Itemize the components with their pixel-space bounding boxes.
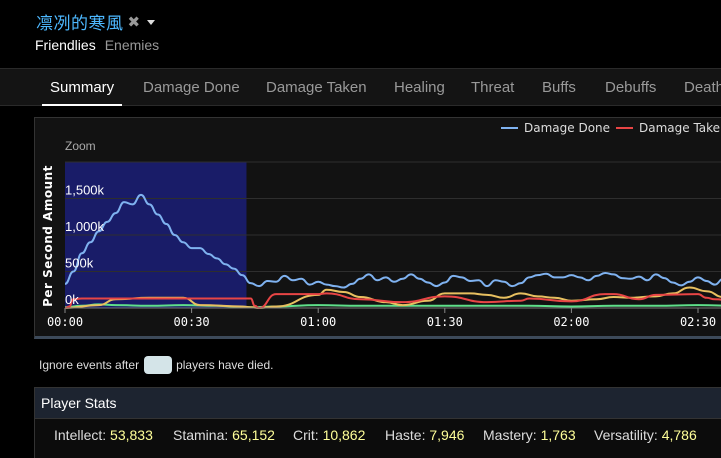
player-stats-panel: Player Stats Intellect: 53,833 Stamina: … bbox=[34, 387, 721, 458]
stat-crit: Crit: 10,862 bbox=[293, 427, 366, 443]
player-stats-body: Intellect: 53,833 Stamina: 65,152 Crit: … bbox=[35, 419, 721, 458]
caret-down-icon[interactable] bbox=[147, 20, 156, 25]
x-tick-label: 02:30 bbox=[680, 315, 716, 329]
y-axis-label: Per Second Amount bbox=[41, 165, 55, 307]
report-header: 凛冽的寒風 ✖ Friendlies Enemies bbox=[0, 0, 721, 68]
y-tick-label: 1,500k bbox=[65, 183, 105, 198]
graph-panel[interactable]: Zoom 0k 500k 1,000k 1,500k 00:00 00:30 01:00 0… bbox=[34, 117, 721, 339]
y-tick-label: 1,000k bbox=[65, 219, 105, 234]
title-row: 凛冽的寒風 ✖ bbox=[36, 9, 156, 34]
friendlies-link[interactable]: Friendlies bbox=[35, 37, 96, 53]
player-stats-title: Player Stats bbox=[35, 388, 721, 419]
tab-healing[interactable]: Healing bbox=[394, 79, 445, 96]
tab-debuffs[interactable]: Debuffs bbox=[605, 79, 657, 96]
stat-mastery: Mastery: 1,763 bbox=[483, 427, 576, 443]
y-tick-label: 500k bbox=[65, 256, 94, 271]
deaths-threshold-input[interactable] bbox=[144, 356, 173, 374]
zoom-label[interactable]: Zoom bbox=[65, 139, 96, 153]
ignore-suffix-text: players have died. bbox=[176, 358, 274, 372]
tab-damage-done[interactable]: Damage Done bbox=[143, 79, 240, 96]
stat-intellect: Intellect: 53,833 bbox=[54, 427, 153, 443]
x-tick-label: 02:00 bbox=[553, 315, 589, 329]
tab-deaths[interactable]: Deaths bbox=[684, 79, 721, 96]
y-tick-label: 0k bbox=[65, 292, 79, 307]
dps-chart[interactable]: Zoom 0k 500k 1,000k 1,500k 00:00 00:30 01:00 0… bbox=[35, 118, 721, 339]
legend-label[interactable]: Damage Taken bbox=[639, 121, 721, 135]
character-name[interactable]: 凛冽的寒風 bbox=[36, 14, 124, 34]
tab-damage-taken[interactable]: Damage Taken bbox=[266, 79, 367, 96]
x-tick-label: 01:30 bbox=[427, 315, 463, 329]
enemies-link[interactable]: Enemies bbox=[104, 37, 160, 53]
stat-stamina: Stamina: 65,152 bbox=[173, 427, 275, 443]
ignore-prefix-text: Ignore events after bbox=[39, 358, 140, 372]
x-tick-label: 00:00 bbox=[47, 315, 83, 329]
tab-summary[interactable]: Summary bbox=[41, 69, 123, 106]
series-line-3[interactable] bbox=[64, 303, 721, 309]
tab-threat[interactable]: Threat bbox=[471, 79, 515, 96]
stat-versatility: Versatility: 4,786 bbox=[594, 427, 697, 443]
tab-bar: Summary Damage Done Damage Taken Healing… bbox=[0, 68, 721, 106]
legend-label[interactable]: Damage Done bbox=[524, 121, 610, 135]
x-tick-label: 01:00 bbox=[300, 315, 336, 329]
series-line-0[interactable] bbox=[64, 193, 721, 289]
x-tick-label: 00:30 bbox=[174, 315, 210, 329]
stat-haste: Haste: 7,946 bbox=[385, 427, 465, 443]
close-icon[interactable]: ✖ bbox=[127, 13, 141, 31]
series-line-1[interactable] bbox=[64, 292, 721, 310]
ignore-events-row: Ignore events after players have died. bbox=[39, 356, 273, 374]
faction-switch: Friendlies Enemies bbox=[35, 37, 159, 53]
tab-buffs[interactable]: Buffs bbox=[542, 79, 576, 96]
